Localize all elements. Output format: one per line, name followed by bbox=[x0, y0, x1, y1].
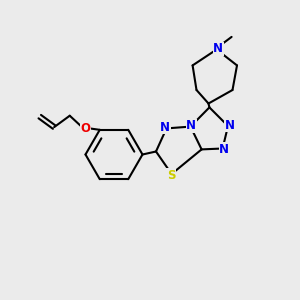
Text: N: N bbox=[186, 119, 196, 132]
Text: S: S bbox=[167, 169, 175, 182]
Text: N: N bbox=[213, 42, 223, 56]
Text: N: N bbox=[224, 118, 235, 132]
Text: O: O bbox=[80, 122, 90, 135]
Text: N: N bbox=[160, 121, 170, 134]
Text: N: N bbox=[219, 143, 229, 156]
